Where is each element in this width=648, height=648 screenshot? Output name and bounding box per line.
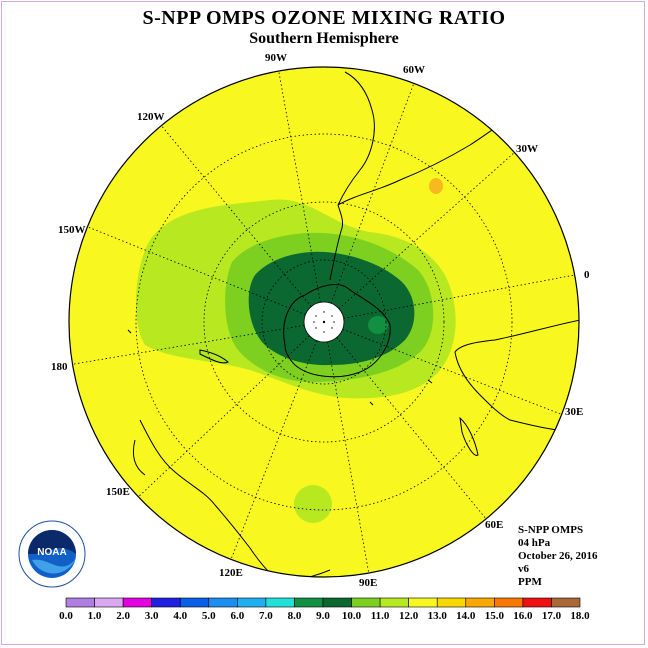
colorbar-swatch <box>265 597 295 608</box>
colorbar-swatch <box>379 597 409 608</box>
colorbar-tick-label: 11.0 <box>371 610 390 622</box>
colorbar-swatch <box>465 597 495 608</box>
ozone-blob <box>294 485 332 523</box>
colorbar-swatch <box>436 597 467 608</box>
colorbar-swatch <box>408 597 438 608</box>
colorbar-tick-label: 6.0 <box>230 610 244 622</box>
colorbar-tick-label: 12.0 <box>399 610 419 622</box>
noaa-logo: NOAA <box>18 520 86 588</box>
lon-label-0: 0 <box>584 269 590 281</box>
colorbar-swatch <box>65 597 95 608</box>
lon-label-60e: 60E <box>485 519 503 531</box>
colorbar-tick-label: 14.0 <box>456 610 476 622</box>
lon-label-180: 180 <box>51 361 68 373</box>
colorbar-swatch <box>351 597 381 608</box>
colorbar-tick-label: 15.0 <box>485 610 505 622</box>
latitude-circles <box>135 133 513 511</box>
colorbar-tick-label: 2.0 <box>116 610 130 622</box>
colorbar-tick-label: 3.0 <box>145 610 159 622</box>
colorbar-tick-label: 4.0 <box>173 610 187 622</box>
colorbar-tick-label: 8.0 <box>288 610 302 622</box>
colorbar-ticks: 0.0 1.0 2.0 3.0 4.0 5.0 6.0 7.0 8.0 9.0 10.0 11.0 12… <box>59 610 590 622</box>
lon-label-150e: 150E <box>106 486 130 498</box>
lon-label-120e: 120E <box>219 567 243 579</box>
lon-label-90e: 90E <box>359 577 377 589</box>
map-boundary <box>68 66 580 578</box>
lon-label-30w: 30W <box>516 143 538 155</box>
colorbar-swatch <box>94 597 124 608</box>
info-units: PPM <box>518 576 542 588</box>
colorbar-tick-label: 10.0 <box>342 610 362 622</box>
colorbar-swatch <box>322 597 352 608</box>
colorbar-swatch <box>522 597 552 608</box>
info-date: October 26, 2016 <box>518 550 598 562</box>
colorbar-swatch <box>551 597 581 608</box>
lon-label-120w: 120W <box>137 111 165 123</box>
logo-text: NOAA <box>37 547 66 558</box>
colorbar-swatch <box>151 597 181 608</box>
lon-label-30e: 30E <box>565 406 583 418</box>
lon-label-150w: 150W <box>58 224 86 236</box>
colorbar-tick-label: 0.0 <box>59 610 73 622</box>
colorbar-tick-label: 18.0 <box>570 610 590 622</box>
meridians <box>69 67 579 577</box>
lon-label-60w: 60W <box>403 64 425 76</box>
info-instrument: S-NPP OMPS <box>518 524 584 536</box>
lon-label-90w: 90W <box>265 52 287 64</box>
colorbar-swatch <box>237 597 267 608</box>
colorbar-tick-label: 13.0 <box>428 610 448 622</box>
colorbar-tick-label: 9.0 <box>316 610 330 622</box>
colorbar-swatch <box>208 597 238 608</box>
pole-dots <box>313 311 335 333</box>
colorbar-tick-label: 17.0 <box>542 610 562 622</box>
colorbar-tick-label: 5.0 <box>202 610 216 622</box>
map-title: S-NPP OMPS OZONE MIXING RATIO <box>142 7 506 29</box>
ozone-patch <box>368 316 388 334</box>
colorbar-tick-label: 16.0 <box>513 610 533 622</box>
colorbar-tick-label: 7.0 <box>259 610 273 622</box>
colorbar-swatches <box>65 597 581 608</box>
colorbar-swatch <box>494 597 524 608</box>
info-level: 04 hPa <box>518 537 551 549</box>
colorbar-swatch <box>122 597 152 608</box>
map-subtitle: Southern Hemisphere <box>249 30 399 47</box>
info-block: S-NPP OMPS 04 hPa October 26, 2016 v6 PP… <box>518 524 598 589</box>
info-version: v6 <box>518 563 529 575</box>
colorbar-tick-label: 1.0 <box>88 610 102 622</box>
colorbar-swatch <box>179 597 210 608</box>
colorbar-swatch <box>294 597 324 608</box>
ozone-spot <box>429 178 443 194</box>
